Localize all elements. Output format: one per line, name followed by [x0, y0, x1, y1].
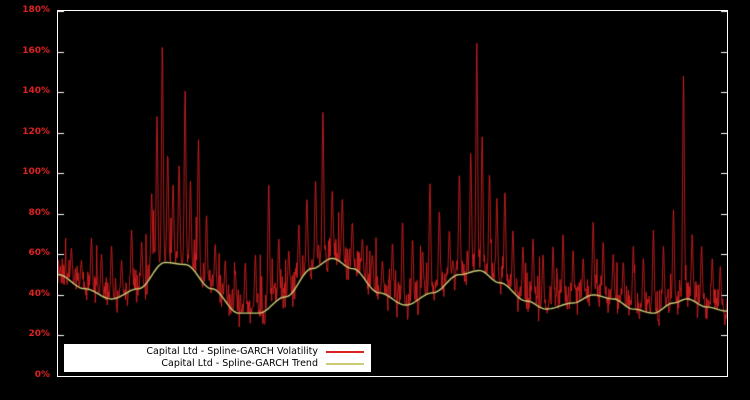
y-tick-label: 120%: [22, 126, 50, 137]
y-tick-label: 140%: [22, 86, 50, 97]
y-tick-label: 160%: [22, 45, 50, 56]
y-tick-label: 60%: [28, 248, 50, 259]
y-tick-label: 80%: [28, 207, 50, 218]
plot-area: [57, 10, 728, 377]
legend: Capital Ltd - Spline-GARCH Volatility Ca…: [64, 344, 371, 372]
legend-item-volatility: Capital Ltd - Spline-GARCH Volatility: [69, 346, 366, 358]
y-tick-label: 40%: [28, 288, 50, 299]
y-tick-label: 180%: [22, 5, 50, 15]
legend-item-trend: Capital Ltd - Spline-GARCH Trend: [69, 358, 366, 370]
y-tick-label: 100%: [22, 167, 50, 178]
chart-canvas: [58, 11, 727, 376]
y-tick-label: 20%: [28, 329, 50, 340]
legend-line-sample-trend: [326, 363, 364, 365]
legend-label-trend: Capital Ltd - Spline-GARCH Trend: [161, 358, 318, 369]
y-axis-labels: 0% 20% 40% 60% 80% 100% 120% 140% 160% 180%: [0, 0, 53, 400]
legend-label-volatility: Capital Ltd - Spline-GARCH Volatility: [146, 346, 318, 357]
legend-line-sample-volatility: [326, 351, 364, 353]
y-tick-label: 0%: [34, 370, 50, 380]
